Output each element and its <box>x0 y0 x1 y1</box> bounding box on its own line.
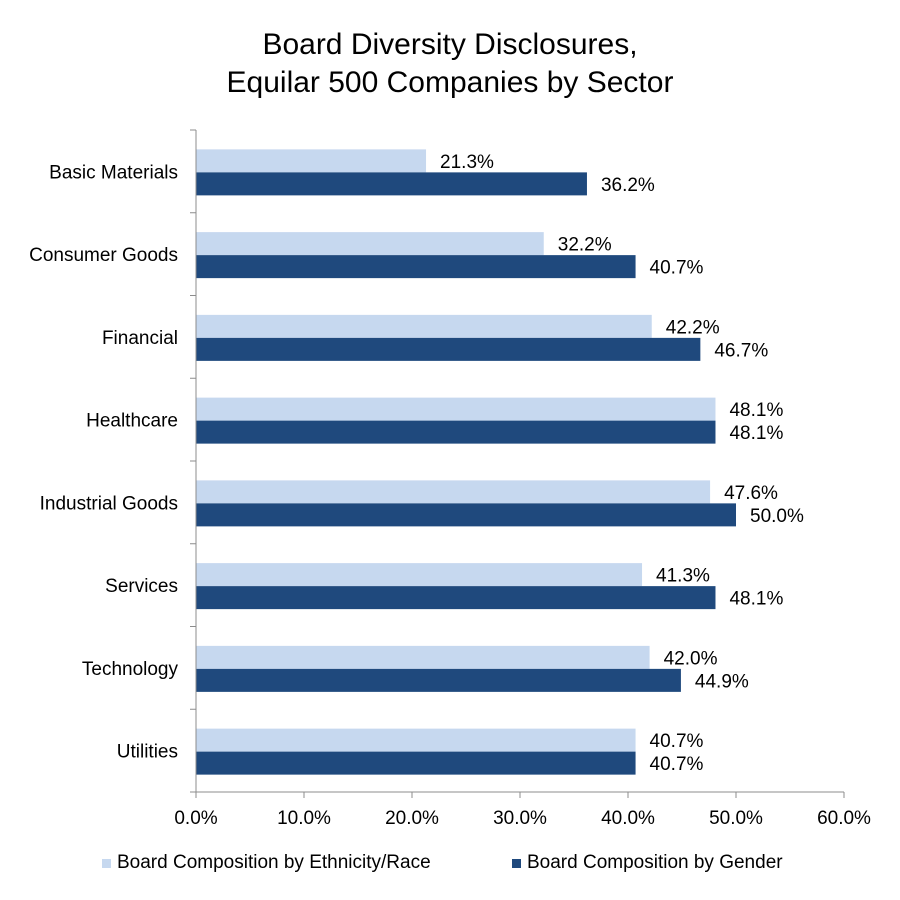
bar-ethnicity <box>196 149 427 173</box>
category-label: Financial <box>102 328 178 349</box>
data-label-gender: 46.7% <box>714 340 768 361</box>
x-tick-label: 0.0% <box>174 808 217 829</box>
bar-ethnicity <box>196 232 544 256</box>
data-label-ethnicity: 48.1% <box>729 400 783 421</box>
legend-label-gender: Board Composition by Gender <box>527 852 783 873</box>
chart-title-line-1: Board Diversity Disclosures, <box>262 28 638 61</box>
bar-gender <box>196 337 701 361</box>
x-tick-label: 50.0% <box>709 808 763 829</box>
x-tick-label: 40.0% <box>601 808 655 829</box>
legend-item-gender: Board Composition by Gender <box>512 852 783 874</box>
data-label-ethnicity: 47.6% <box>724 483 778 504</box>
data-label-gender: 36.2% <box>601 175 655 196</box>
bar-gender <box>196 503 736 527</box>
x-tick-label: 30.0% <box>493 808 547 829</box>
legend: Board Composition by Ethnicity/Race Boar… <box>0 852 900 880</box>
category-label: Services <box>105 576 178 597</box>
bar-ethnicity <box>196 563 643 587</box>
x-tick-label: 60.0% <box>817 808 871 829</box>
bar-ethnicity <box>196 480 711 504</box>
chart-title: Board Diversity Disclosures, Equilar 500… <box>0 26 900 102</box>
legend-swatch-gender <box>512 858 521 868</box>
bar-gender <box>196 586 716 610</box>
legend-swatch-ethnicity <box>102 858 111 868</box>
data-label-gender: 50.0% <box>750 506 804 527</box>
bar-gender <box>196 420 716 444</box>
category-label: Basic Materials <box>49 162 178 183</box>
bar-gender <box>196 751 636 775</box>
x-tick-label: 10.0% <box>277 808 331 829</box>
data-label-gender: 48.1% <box>729 423 783 444</box>
data-label-ethnicity: 42.2% <box>666 317 720 338</box>
bar-gender <box>196 255 636 279</box>
legend-item-ethnicity: Board Composition by Ethnicity/Race <box>102 852 431 874</box>
bar-ethnicity <box>196 645 650 669</box>
data-label-gender: 48.1% <box>729 589 783 610</box>
chart-title-line-2: Equilar 500 Companies by Sector <box>226 66 674 99</box>
category-label: Industrial Goods <box>40 493 178 514</box>
category-label: Utilities <box>117 742 178 763</box>
x-tick-label: 20.0% <box>385 808 439 829</box>
data-label-gender: 40.7% <box>650 258 704 279</box>
category-label: Technology <box>82 659 179 680</box>
plot-area: 21.3% 36.2% Basic Materials 32.2% 40.7% Consu… <box>29 129 871 829</box>
data-label-ethnicity: 42.0% <box>664 648 718 669</box>
category-label: Consumer Goods <box>29 245 178 266</box>
bar-ethnicity <box>196 728 636 752</box>
data-label-ethnicity: 41.3% <box>656 566 710 587</box>
bar-gender <box>196 172 587 196</box>
data-label-ethnicity: 21.3% <box>440 152 494 173</box>
data-label-gender: 44.9% <box>695 671 749 692</box>
data-label-ethnicity: 32.2% <box>558 235 612 256</box>
bar-gender <box>196 668 681 692</box>
data-label-gender: 40.7% <box>650 754 704 775</box>
bar-ethnicity <box>196 397 716 421</box>
category-label: Healthcare <box>86 411 178 432</box>
legend-label-ethnicity: Board Composition by Ethnicity/Race <box>117 852 431 873</box>
bar-ethnicity <box>196 314 652 338</box>
data-label-ethnicity: 40.7% <box>650 731 704 752</box>
